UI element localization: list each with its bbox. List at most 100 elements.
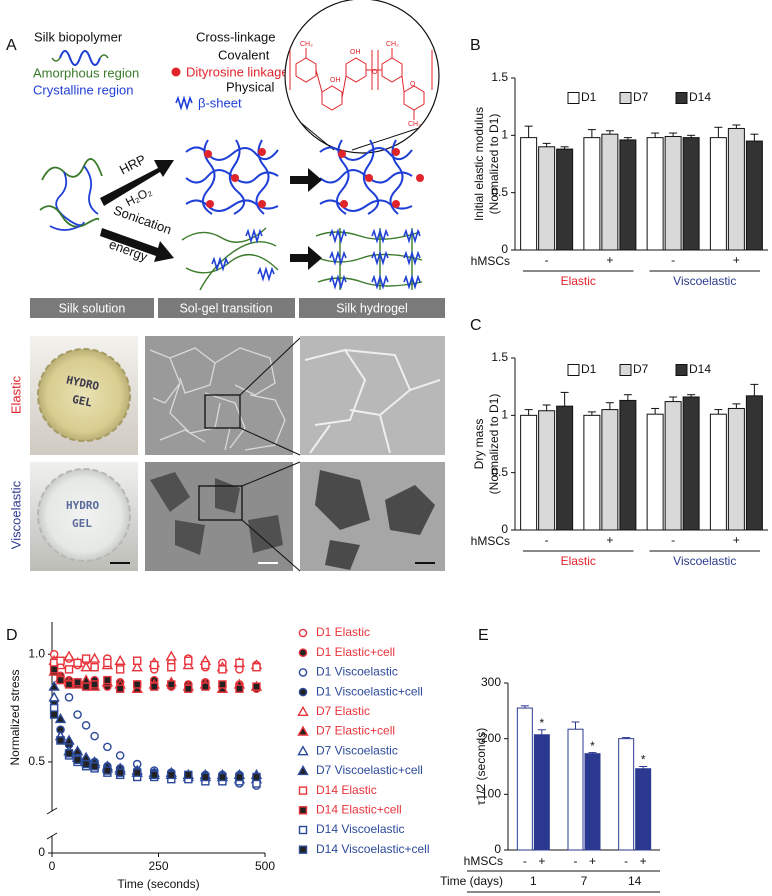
data-point — [132, 768, 142, 777]
bar — [619, 399, 637, 531]
zoom-line — [239, 427, 301, 456]
arrow — [100, 160, 174, 206]
significance-mark: * — [641, 753, 646, 767]
silk-icon — [59, 50, 101, 66]
bar — [619, 139, 637, 251]
y-tick-label: 0 — [501, 242, 508, 256]
data-point — [64, 665, 74, 674]
y-tick-label: 0 — [494, 842, 501, 856]
legend-label: D7 Viscoelastic+cell — [316, 763, 423, 777]
y-axis-label: (Normalized to D1) — [487, 394, 501, 495]
data-point — [235, 772, 244, 782]
legend-label: D7 Elastic — [316, 704, 370, 718]
y-axis-label: Initial elastic modulus — [472, 107, 486, 221]
sem-texture — [304, 348, 441, 454]
legend-marker — [298, 668, 308, 677]
y-tick-label: 0 — [38, 845, 45, 859]
legend-label: D14 — [689, 90, 711, 104]
data-point — [81, 654, 91, 663]
x-tick-label: 500 — [255, 859, 275, 873]
data-point — [150, 660, 159, 670]
x-tick-label: - — [545, 533, 549, 547]
gel-sample — [37, 468, 131, 562]
data-point — [184, 684, 193, 693]
data-point — [218, 665, 227, 674]
bar — [646, 137, 664, 251]
zoom-circle — [284, 0, 440, 154]
legend-marker — [298, 687, 308, 697]
y-tick-label: 1 — [501, 408, 508, 422]
legend-marker — [298, 786, 308, 795]
data-point — [167, 770, 176, 780]
data-point — [71, 745, 84, 756]
data-point — [64, 680, 74, 689]
silk-solution — [39, 158, 103, 231]
key-beta-sheet: β-sheet — [198, 95, 242, 110]
covalent-network — [185, 139, 413, 215]
stage-label: Sol-gel transition — [179, 301, 272, 315]
zoom-line — [241, 461, 301, 487]
legend-marker — [297, 725, 309, 736]
bar — [583, 414, 601, 531]
legend-marker — [297, 705, 309, 716]
chem-structure — [289, 48, 433, 120]
bar — [745, 395, 763, 531]
data-point — [252, 772, 261, 782]
zoom-box — [198, 485, 243, 521]
bar — [538, 146, 556, 251]
bar — [584, 753, 601, 851]
data-point — [115, 768, 125, 777]
stage-label: Silk solution — [59, 301, 126, 315]
route-label: Sonication — [111, 202, 173, 237]
legend-label: D14 Elastic+cell — [316, 802, 402, 816]
y-tick-label: 0.5 — [491, 465, 508, 479]
x-tick-label: + — [606, 533, 613, 547]
series-label: + — [538, 854, 545, 868]
chem-label: OH — [330, 77, 341, 84]
bar — [709, 413, 727, 531]
chem-label: CH₂ — [300, 41, 313, 48]
data-point — [63, 650, 75, 661]
stage-box — [158, 298, 295, 318]
bar — [682, 396, 700, 531]
x-tick-label: - — [545, 253, 549, 267]
zoom-line — [241, 519, 301, 572]
legend-marker — [298, 628, 308, 638]
x-tick-label: + — [733, 533, 740, 547]
legend-label: D14 — [689, 362, 711, 376]
group-label: Elastic — [561, 554, 596, 568]
data-point — [88, 652, 101, 663]
legend-label: D1 Viscoelastic — [316, 665, 398, 679]
axis-break — [46, 807, 58, 815]
legend-swatch — [619, 92, 632, 104]
data-point — [103, 658, 112, 668]
legend-label: D14 Viscoelastic — [316, 822, 405, 836]
bar — [533, 734, 550, 851]
stage-box — [30, 298, 154, 318]
zoom-box — [204, 394, 241, 429]
data-point — [49, 665, 59, 674]
dityrosine-icon — [171, 67, 181, 77]
legend-swatch — [567, 364, 580, 376]
data-point — [64, 749, 74, 758]
data-point — [64, 693, 74, 702]
legend-label: D1 — [581, 90, 597, 104]
legend-label: D7 Viscoelastic — [316, 743, 398, 757]
group-label: Viscoelastic — [673, 554, 736, 568]
row-label: Viscoelastic — [8, 480, 23, 549]
arrow — [100, 228, 174, 262]
stage-label: Silk hydrogel — [336, 301, 408, 315]
y-tick-label: 1 — [501, 128, 508, 142]
data-point — [150, 770, 159, 780]
significance-mark: * — [590, 739, 595, 753]
x-tick-label: + — [733, 253, 740, 267]
y-tick-label: 0 — [501, 522, 508, 536]
zoom-line — [239, 337, 301, 396]
legend-label: D1 Elastic+cell — [316, 645, 395, 659]
row-label: Elastic — [8, 375, 23, 414]
bar — [516, 707, 533, 851]
legend-swatch — [567, 92, 580, 104]
key-amorphous: Amorphous region — [33, 65, 139, 80]
photo-text: GEL — [71, 393, 94, 410]
sem-texture — [315, 470, 435, 570]
